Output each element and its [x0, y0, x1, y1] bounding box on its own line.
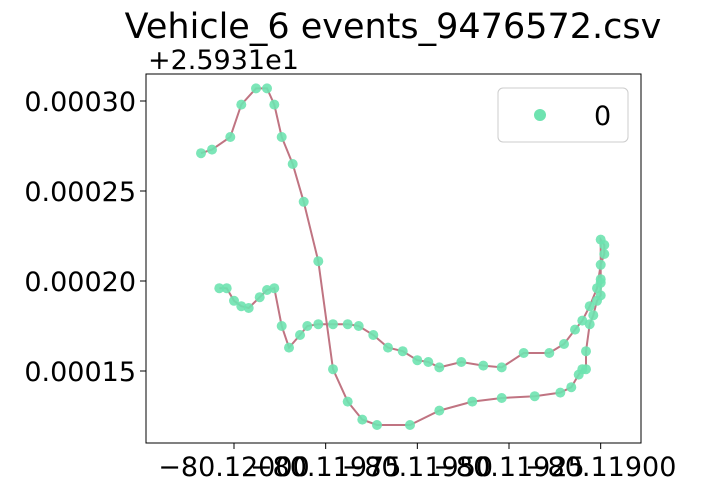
data-point [559, 339, 569, 349]
data-point [225, 132, 236, 142]
data-point [383, 342, 393, 353]
x-axis: −80.12000−80.11975−80.11950−80.11925−80.… [158, 443, 676, 483]
data-point [412, 355, 423, 366]
data-point [478, 360, 489, 371]
y-axis: 0.00015 0.00020 0.00025 0.00030 [24, 87, 146, 388]
data-point [342, 319, 353, 330]
data-point [221, 283, 232, 294]
data-point [313, 256, 324, 267]
data-point [276, 132, 287, 142]
legend-marker [534, 109, 546, 121]
x-tick-label: −80.12000 [158, 452, 309, 483]
data-point [302, 321, 313, 331]
data-point [496, 362, 507, 373]
data-point [405, 420, 415, 430]
data-point [357, 414, 368, 425]
data-point [229, 295, 239, 306]
data-point [243, 303, 254, 313]
data-point [298, 196, 309, 207]
data-point [423, 357, 434, 367]
data-point [236, 99, 247, 110]
data-point [368, 330, 379, 340]
data-point [287, 159, 298, 169]
y-tick-label: 0.00030 [24, 87, 136, 118]
data-point [196, 148, 206, 159]
data-point [529, 391, 540, 402]
chart-title: Vehicle_6 events_9476572.csv [125, 7, 662, 47]
data-point [214, 283, 225, 294]
data-point [595, 259, 606, 270]
data-point [295, 330, 305, 340]
data-point [595, 277, 606, 288]
data-point [328, 364, 338, 375]
data-point [555, 387, 566, 398]
data-point [434, 405, 445, 416]
data-point [595, 234, 606, 245]
x-tick-label: −80.11950 [342, 452, 493, 483]
data-point [456, 357, 467, 367]
data-point [269, 99, 280, 110]
data-point [254, 292, 265, 303]
legend: 0 [497, 87, 629, 143]
y-tick-label: 0.00020 [24, 267, 136, 298]
y-tick-label: 0.00015 [24, 357, 136, 388]
data-point [269, 283, 280, 294]
data-point [313, 319, 324, 330]
data-point [566, 382, 577, 393]
legend-label: 0 [594, 101, 611, 132]
data-point [251, 83, 261, 94]
data-point [276, 321, 287, 331]
data-point [397, 346, 408, 357]
data-point [467, 396, 478, 407]
series-points-group [196, 83, 610, 430]
data-point [584, 319, 595, 330]
data-point [496, 393, 507, 403]
data-point [353, 321, 364, 331]
data-point [518, 348, 529, 358]
data-point [584, 301, 595, 312]
data-point [581, 346, 591, 357]
data-point [599, 249, 610, 259]
data-point [588, 310, 599, 321]
x-tick-label: −80.11925 [433, 452, 584, 483]
data-point [372, 420, 382, 430]
data-point [207, 144, 217, 155]
data-point [342, 396, 353, 407]
data-point [577, 315, 588, 326]
data-point [328, 319, 338, 330]
data-point [544, 348, 555, 358]
x-tick-label: −80.11900 [525, 452, 676, 483]
data-point [262, 83, 272, 94]
data-point [592, 295, 602, 306]
y-offset-label: +2.5931e1 [148, 45, 299, 76]
y-tick-label: 0.00025 [24, 177, 136, 208]
data-point [573, 369, 584, 380]
data-point [284, 342, 294, 353]
legend-box [497, 87, 629, 143]
data-point [434, 362, 445, 373]
x-tick-label: −80.11975 [250, 452, 401, 483]
data-point [570, 324, 580, 335]
